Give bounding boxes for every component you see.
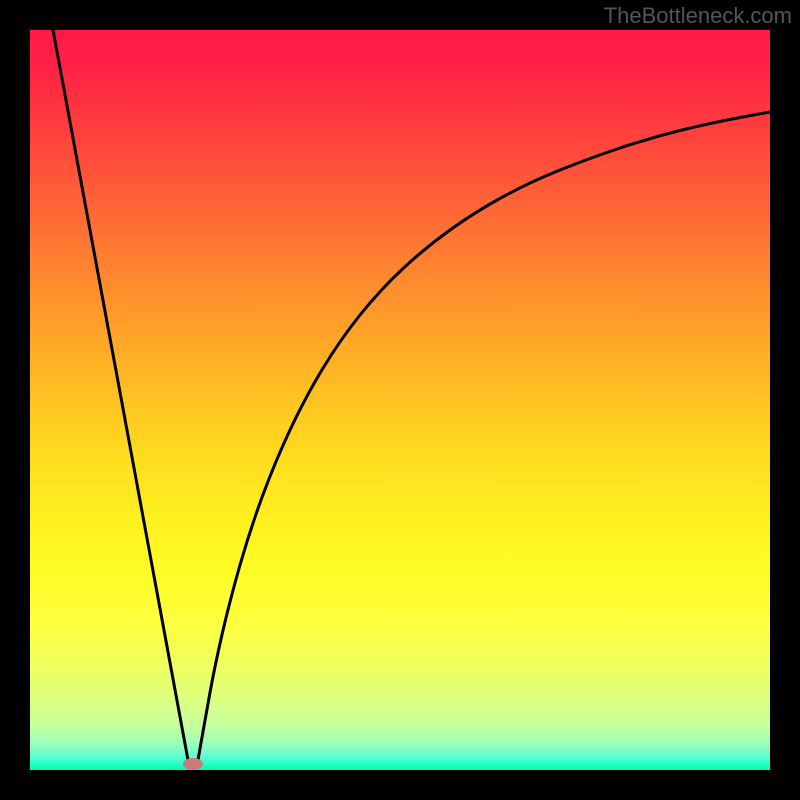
plot-background: [30, 30, 770, 770]
optimal-point-marker: [183, 758, 203, 770]
watermark-text: TheBottleneck.com: [604, 3, 792, 29]
chart-stage: TheBottleneck.com: [0, 0, 800, 800]
chart-svg: [0, 0, 800, 800]
